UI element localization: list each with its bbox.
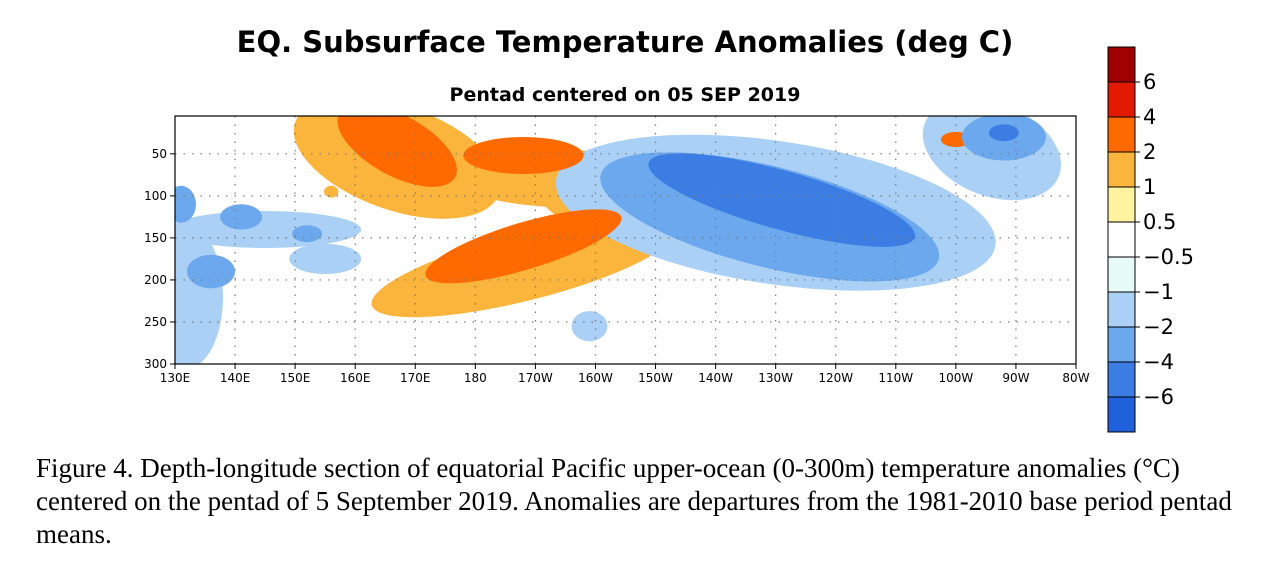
colorbar-label: 2 bbox=[1143, 140, 1156, 164]
colorbar-swatch bbox=[1107, 151, 1136, 188]
x-tick-label: 150E bbox=[280, 371, 311, 385]
colorbar-swatch bbox=[1107, 396, 1136, 433]
chart-title: EQ. Subsurface Temperature Anomalies (de… bbox=[237, 25, 1014, 59]
x-tick-label: 140W bbox=[698, 371, 733, 385]
anomaly-region bbox=[187, 254, 235, 289]
plot-frame bbox=[174, 115, 1077, 365]
y-axis: 50 100 150 200 250 300 bbox=[144, 147, 175, 371]
colorbar-label: −0.5 bbox=[1143, 245, 1194, 269]
colorbar: 6 4 2 1 0.5 −0.5 −1 −2 −4 −6 bbox=[1107, 46, 1194, 433]
x-tick-label: 160E bbox=[340, 371, 371, 385]
colorbar-label: −1 bbox=[1143, 280, 1174, 304]
x-tick-label: 140E bbox=[220, 371, 251, 385]
anomaly-region bbox=[175, 185, 196, 223]
anomaly-region bbox=[571, 311, 608, 342]
anomaly-layer bbox=[175, 116, 1062, 364]
anomaly-region bbox=[463, 137, 584, 174]
y-tick-label: 300 bbox=[144, 357, 167, 371]
x-tick-label: 80W bbox=[1062, 371, 1089, 385]
colorbar-label: −6 bbox=[1143, 385, 1174, 409]
x-tick-label: 120W bbox=[818, 371, 853, 385]
anomaly-region bbox=[988, 124, 1019, 142]
x-tick-label: 180 bbox=[464, 371, 487, 385]
colorbar-swatch bbox=[1107, 81, 1136, 118]
x-tick-label: 130W bbox=[758, 371, 793, 385]
y-tick-label: 250 bbox=[144, 315, 167, 329]
plot-area bbox=[175, 116, 1076, 364]
anomaly-region bbox=[289, 243, 362, 274]
anomaly-region bbox=[220, 204, 263, 230]
colorbar-label: −2 bbox=[1143, 315, 1174, 339]
colorbar-label: 0.5 bbox=[1143, 210, 1176, 234]
colorbar-swatch bbox=[1107, 116, 1136, 153]
x-tick-label: 90W bbox=[1002, 371, 1029, 385]
colorbar-label: 1 bbox=[1143, 175, 1156, 199]
x-tick-label: 170W bbox=[518, 371, 553, 385]
colorbar-swatch bbox=[1107, 361, 1136, 398]
y-tick-label: 50 bbox=[152, 147, 167, 161]
figure-caption: Figure 4. Depth-longitude section of equ… bbox=[36, 453, 1232, 549]
x-tick-label: 130E bbox=[160, 371, 191, 385]
colorbar-swatch bbox=[1107, 326, 1136, 363]
colorbar-swatch bbox=[1107, 186, 1136, 223]
x-tick-label: 170E bbox=[400, 371, 431, 385]
anomaly-region bbox=[425, 209, 622, 284]
chart-subtitle: Pentad centered on 05 SEP 2019 bbox=[450, 84, 801, 106]
x-tick-label: 110W bbox=[878, 371, 913, 385]
anomaly-region bbox=[292, 225, 323, 243]
anomaly-region bbox=[175, 225, 223, 364]
x-tick-label: 150W bbox=[638, 371, 673, 385]
colorbar-label: 4 bbox=[1143, 105, 1156, 129]
x-tick-label: 100W bbox=[938, 371, 973, 385]
anomaly-region bbox=[324, 185, 339, 198]
y-tick-label: 200 bbox=[144, 273, 167, 287]
grid-layer bbox=[175, 116, 1076, 364]
colorbar-swatch bbox=[1107, 46, 1136, 83]
colorbar-label: 6 bbox=[1143, 70, 1156, 94]
anomaly-region bbox=[337, 116, 457, 187]
chart: EQ. Subsurface Temperature Anomalies (de… bbox=[144, 25, 1194, 433]
colorbar-label: −4 bbox=[1143, 350, 1174, 374]
y-tick-label: 150 bbox=[144, 231, 167, 245]
colorbar-swatch bbox=[1107, 221, 1136, 258]
anomaly-region bbox=[464, 233, 522, 259]
x-axis: 130E 140E 150E 160E 170E 180 170W 160W 150W 140W 1… bbox=[160, 364, 1090, 385]
y-tick-label: 100 bbox=[144, 189, 167, 203]
x-tick-label: 160W bbox=[578, 371, 613, 385]
anomaly-region bbox=[379, 174, 392, 188]
colorbar-swatch bbox=[1107, 256, 1136, 293]
colorbar-swatch bbox=[1107, 291, 1136, 328]
